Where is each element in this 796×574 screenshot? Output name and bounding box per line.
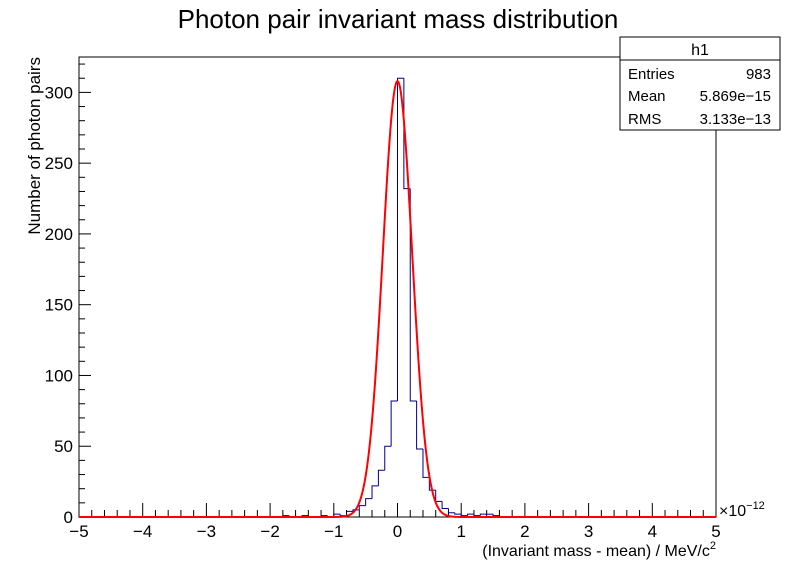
x-tick-label: 1 [456, 522, 465, 541]
x-axis-label-main: (Invariant mass - mean) / MeV/c [482, 543, 710, 560]
histogram-bin [384, 445, 392, 471]
x-tick-label: −5 [69, 522, 88, 541]
histogram-bin [435, 490, 443, 502]
x-tick-label: −1 [324, 522, 343, 541]
x-tick-label: 5 [711, 522, 720, 541]
stats-mean-value: 5.869e−15 [700, 88, 771, 105]
histogram-bin [352, 509, 360, 512]
histogram-bin [358, 505, 366, 510]
histogram-layer [282, 77, 500, 518]
y-axis-label: Number of photon pairs [25, 57, 44, 235]
chart-title: Photon pair invariant mass distribution [178, 4, 619, 34]
stats-entries-label: Entries [628, 66, 675, 83]
histogram-bin [409, 188, 417, 402]
x-axis-label-superscript: 2 [710, 540, 716, 552]
histogram-bin [473, 514, 481, 517]
histogram-bin [390, 400, 398, 447]
stats-box-title: h1 [691, 42, 709, 59]
x-tick-label: −3 [197, 522, 216, 541]
y-tick-label: 200 [45, 225, 73, 244]
stats-rms-label: RMS [628, 111, 661, 128]
histogram-bin [346, 510, 353, 516]
x-tick-label: 0 [393, 522, 402, 541]
stats-mean-label: Mean [628, 88, 666, 105]
y-tick-label: 150 [45, 296, 73, 315]
histogram-bin [441, 501, 449, 510]
y-tick-label: 100 [45, 366, 73, 385]
x-tick-label: −2 [260, 522, 279, 541]
x-axis-exponent: ×10−12 [719, 500, 765, 520]
histogram-bin [365, 498, 373, 506]
histogram-bin [454, 512, 462, 515]
fit-layer [79, 79, 716, 518]
stats-box-frame [619, 36, 781, 131]
histogram-bin [467, 513, 474, 516]
histogram-bin [371, 485, 379, 499]
histogram-bin [416, 400, 423, 450]
histogram-bin [460, 514, 468, 517]
x-tick-label: 4 [648, 522, 657, 541]
y-tick-label: 250 [45, 154, 73, 173]
x-axis: −5 −4 −3 −2 −1 0 1 2 3 4 5 [69, 503, 721, 541]
x-axis-label: (Invariant mass - mean) / MeV/c2 [482, 540, 716, 560]
x-tick-label: 3 [584, 522, 593, 541]
y-tick-label: 50 [54, 437, 73, 456]
stats-entries-value: 983 [746, 66, 771, 83]
stats-box: h1 Entries 983 Mean 5.869e−15 RMS 3.133e… [619, 36, 781, 131]
y-tick-label: 0 [64, 508, 73, 527]
gaussian-fit-line [79, 79, 716, 518]
histogram-bin [447, 508, 455, 514]
x-axis-exponent-base: ×10 [719, 503, 746, 520]
histogram-bin [397, 77, 404, 401]
y-axis: 0 50 100 150 200 250 300 [45, 63, 91, 527]
x-tick-label: −4 [133, 522, 152, 541]
histogram-bin [479, 513, 487, 516]
stats-rms-value: 3.133e−13 [700, 111, 771, 128]
x-tick-label: 2 [520, 522, 529, 541]
histogram-bin [422, 449, 430, 478]
y-tick-label: 300 [45, 83, 73, 102]
histogram-bin [377, 469, 385, 486]
x-axis-exponent-power: −12 [746, 500, 765, 512]
